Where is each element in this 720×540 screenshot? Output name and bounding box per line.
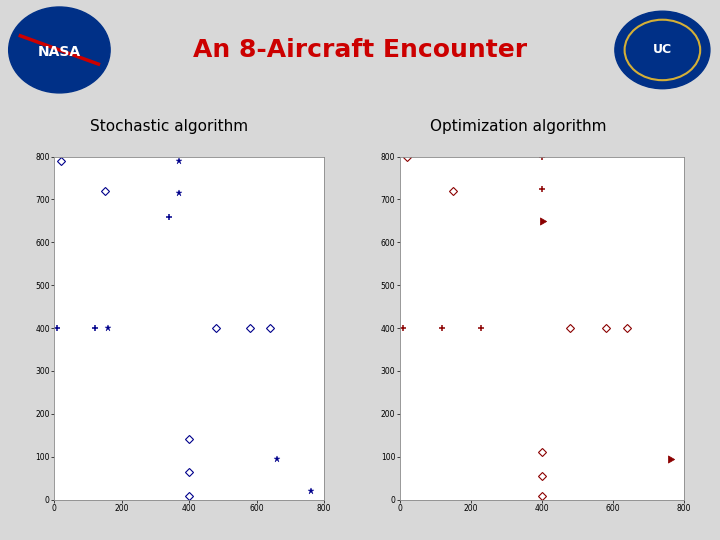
Text: Stochastic algorithm: Stochastic algorithm: [90, 119, 248, 134]
Text: UC: UC: [653, 43, 672, 57]
Text: Optimization algorithm: Optimization algorithm: [430, 119, 607, 134]
Ellipse shape: [9, 7, 110, 93]
Text: An 8-Aircraft Encounter: An 8-Aircraft Encounter: [193, 38, 527, 62]
Ellipse shape: [615, 11, 710, 89]
Text: NASA: NASA: [38, 45, 81, 59]
